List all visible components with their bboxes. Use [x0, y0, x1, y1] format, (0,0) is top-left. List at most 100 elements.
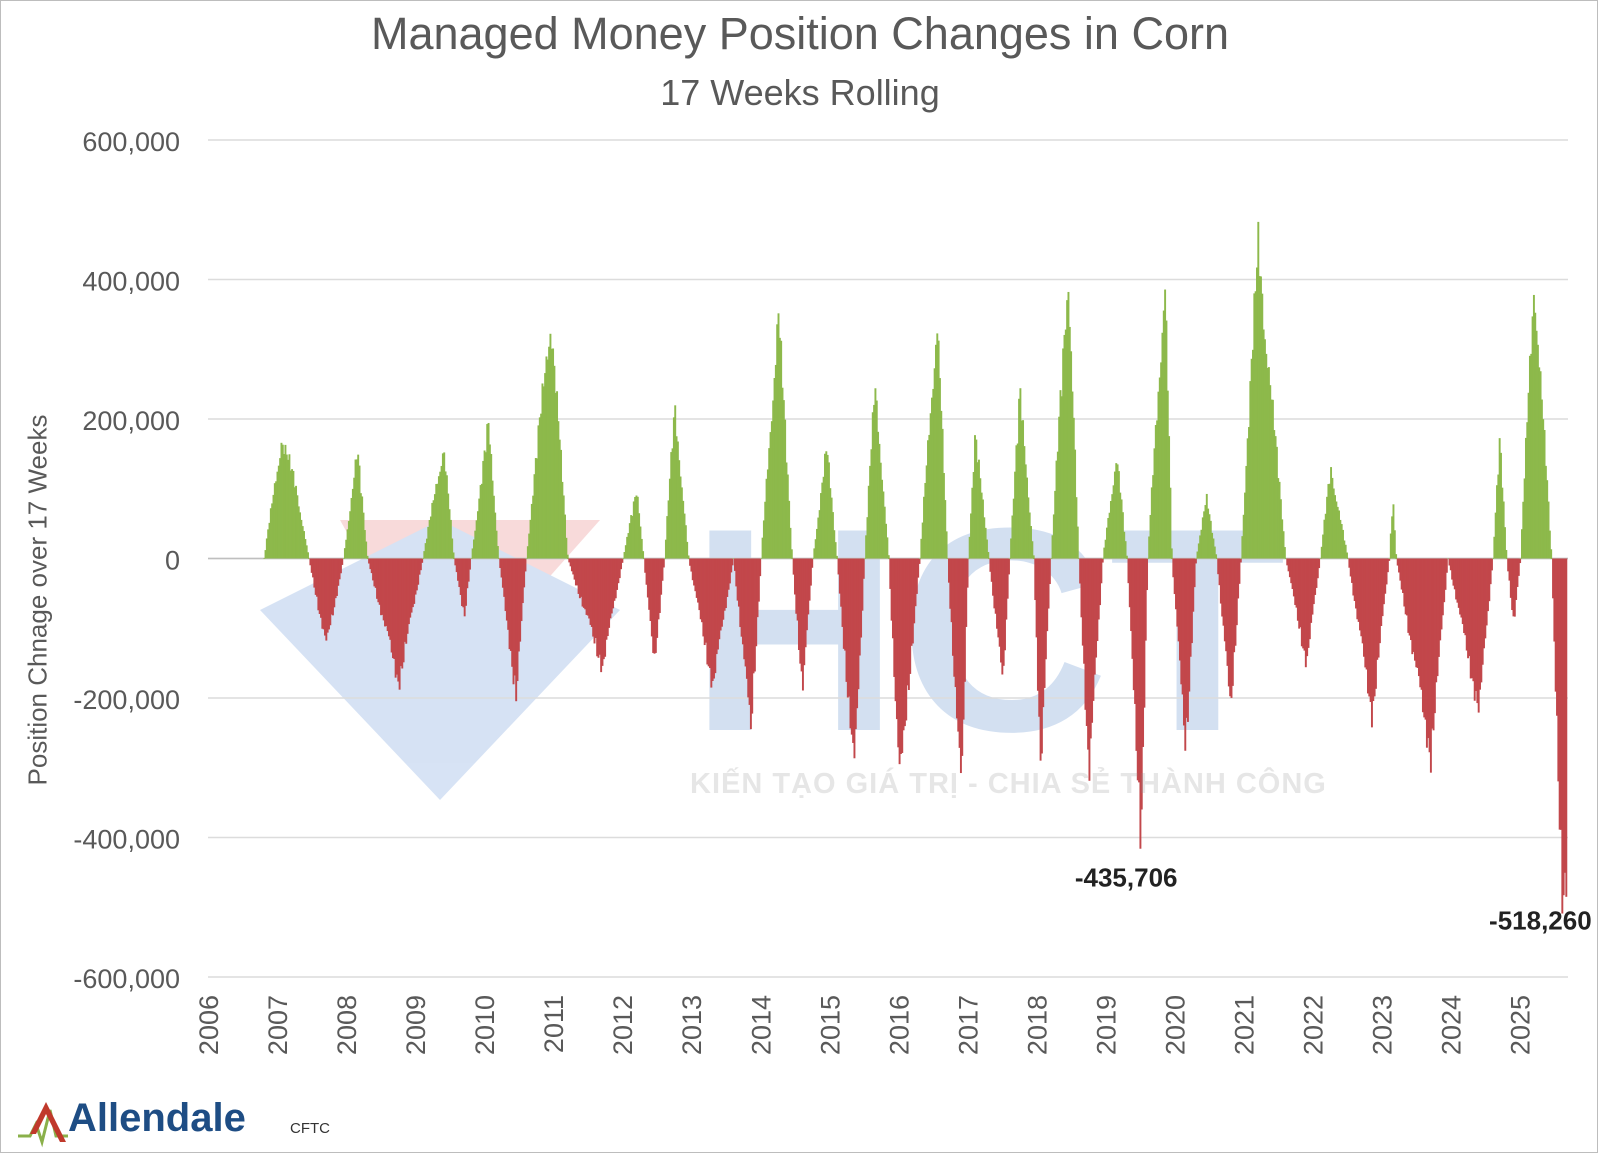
bar [471, 548, 474, 559]
bar [885, 523, 888, 559]
bar [1314, 558, 1317, 595]
bar [756, 558, 759, 618]
bar [735, 558, 738, 587]
bar [490, 453, 493, 559]
bar [1435, 558, 1438, 683]
bar [428, 520, 431, 559]
bar [714, 558, 717, 674]
bar [812, 558, 814, 559]
bar [954, 558, 957, 688]
bar [934, 344, 937, 559]
bar [1312, 558, 1315, 605]
bar [1101, 558, 1104, 563]
bar [1204, 505, 1207, 559]
y-tick-label: -600,000 [73, 964, 180, 994]
bar [1263, 339, 1266, 559]
bar [1231, 558, 1234, 686]
bar [267, 529, 270, 559]
bar [1437, 558, 1440, 657]
bar [873, 404, 876, 559]
bar [1308, 558, 1311, 640]
bar [1182, 558, 1185, 726]
bar [1152, 475, 1155, 559]
bar [1132, 558, 1135, 691]
bar [1311, 558, 1314, 615]
bar [794, 558, 796, 595]
bar [667, 500, 670, 559]
bar [462, 558, 465, 608]
bar [598, 558, 601, 655]
bar [1052, 514, 1055, 559]
bar [486, 424, 489, 559]
bar [613, 558, 616, 601]
bar [449, 519, 452, 559]
bar [1271, 399, 1274, 559]
bar [1282, 531, 1285, 559]
bar [1102, 558, 1104, 559]
bar [691, 558, 694, 581]
bar [1258, 276, 1261, 559]
bar [1077, 558, 1080, 559]
bar [680, 487, 683, 559]
bar [1239, 558, 1242, 563]
bar [291, 469, 294, 559]
bar [965, 558, 968, 627]
x-tick-label: 2016 [884, 995, 914, 1055]
bar [326, 558, 329, 633]
bar [1561, 558, 1564, 914]
bar [401, 558, 404, 669]
bar [709, 558, 711, 668]
bar [1000, 558, 1002, 663]
bar [524, 558, 527, 572]
bar [1179, 558, 1181, 661]
bar [580, 558, 583, 597]
bar [410, 558, 413, 613]
bar [1047, 558, 1050, 609]
bar [1290, 558, 1293, 584]
bar [907, 558, 910, 690]
logo-text: Allendale [68, 1096, 246, 1140]
bar [422, 558, 424, 559]
bar [781, 387, 784, 559]
bar [1229, 558, 1232, 697]
bar [785, 462, 788, 559]
bar [334, 558, 337, 599]
bar [541, 383, 544, 559]
bar [683, 513, 686, 559]
bar [448, 509, 451, 559]
bar [1244, 492, 1246, 559]
bar [996, 558, 998, 629]
bar [1553, 558, 1556, 642]
bar [299, 512, 302, 559]
bar [1259, 276, 1262, 559]
bar [1534, 312, 1537, 559]
bar [796, 558, 799, 621]
bar [797, 558, 800, 651]
bar [312, 558, 315, 578]
bar [1452, 558, 1455, 586]
bar [1067, 291, 1070, 559]
bar [803, 558, 806, 666]
bar [811, 558, 814, 568]
bar [1531, 316, 1534, 559]
bar [1123, 531, 1126, 559]
bar [1376, 558, 1379, 660]
bar [1062, 348, 1065, 559]
bar [834, 542, 837, 559]
bar [305, 545, 308, 559]
bar [537, 425, 540, 559]
bar [1550, 549, 1553, 559]
bar [777, 313, 780, 559]
bar [979, 478, 982, 559]
bar [751, 558, 754, 714]
bar [1318, 558, 1321, 569]
bar [499, 558, 502, 568]
bar [1461, 558, 1464, 625]
x-tick-label: 2022 [1299, 995, 1329, 1055]
bar [1125, 555, 1128, 559]
bar [612, 558, 615, 609]
bar [1367, 558, 1369, 694]
bar [902, 558, 905, 731]
bar [945, 531, 948, 559]
bar [1539, 371, 1542, 559]
